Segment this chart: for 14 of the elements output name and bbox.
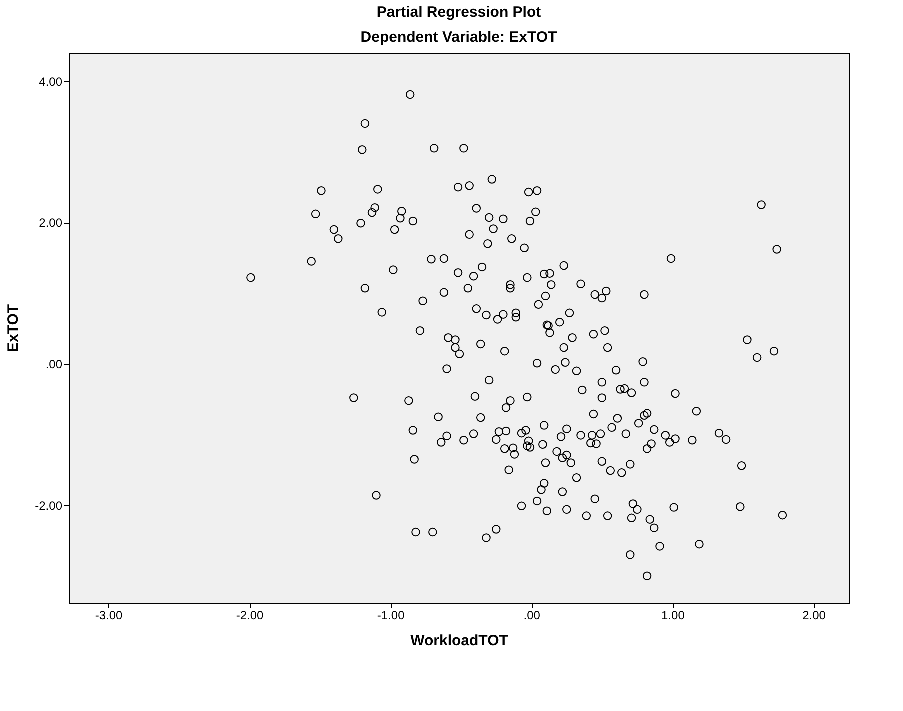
- x-tick-label: -3.00: [95, 608, 123, 622]
- y-tick-label: .00: [46, 358, 63, 372]
- chart-title: Partial Regression Plot: [376, 4, 542, 21]
- x-tick-label: -1.00: [377, 608, 406, 622]
- x-tick-label: .00: [524, 608, 541, 622]
- chart-subtitle: Dependent Variable: ExTOT: [360, 29, 558, 46]
- y-tick-label: -2.00: [35, 498, 63, 513]
- x-tick-label: 1.00: [662, 608, 686, 622]
- y-axis-title: ExTOT: [5, 304, 22, 353]
- y-tick-label: 4.00: [39, 74, 63, 89]
- x-tick-label: -2.00: [236, 608, 264, 622]
- y-tick-label: 2.00: [39, 216, 63, 230]
- x-axis-title: WorkloadTOT: [410, 632, 508, 650]
- x-tick-label: 2.00: [802, 608, 826, 622]
